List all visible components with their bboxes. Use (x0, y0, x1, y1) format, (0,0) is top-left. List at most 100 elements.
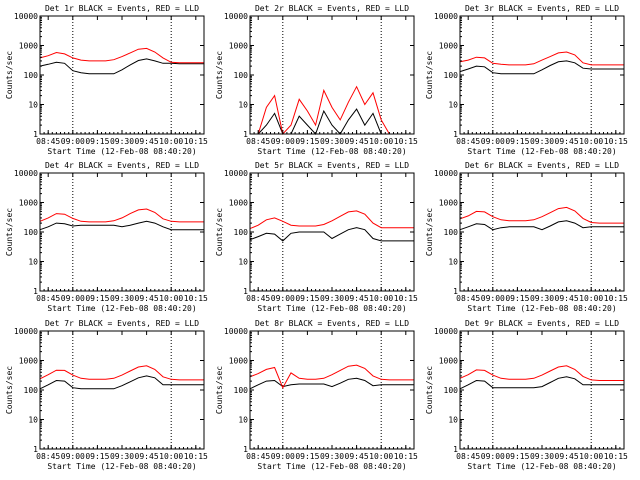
y-tick-label: 10 (238, 101, 248, 110)
series-line-events (459, 376, 624, 390)
series-line-lld (250, 85, 414, 136)
y-tick-label: 1000 (19, 357, 38, 366)
x-tick-label: 08:45 (246, 452, 270, 461)
x-tick-label: 10:00 (369, 137, 393, 146)
x-tick-label: 10:15 (604, 452, 628, 461)
plot-frame (249, 15, 415, 135)
y-tick-label: 1 (33, 130, 38, 139)
x-axis-label: Start Time (12-Feb-08 08:40:20) (47, 147, 196, 156)
x-tick-label: 09:30 (320, 137, 344, 146)
x-axis-label: Start Time (12-Feb-08 08:40:20) (467, 304, 616, 313)
y-tick-label: 100 (24, 228, 39, 237)
y-tick-label: 1000 (229, 357, 248, 366)
series-line-lld (249, 210, 414, 230)
plot-frame (459, 15, 625, 135)
x-tick-label: 09:30 (530, 294, 554, 303)
series-line-events (249, 227, 414, 242)
x-tick-label: 10:15 (184, 294, 208, 303)
y-tick-label: 1000 (19, 199, 38, 208)
x-axis-label: Start Time (12-Feb-08 08:40:20) (257, 462, 406, 471)
y-tick-label: 1 (33, 287, 38, 296)
x-tick-label: 09:15 (295, 452, 319, 461)
x-tick-label: 10:00 (579, 294, 603, 303)
y-axis-label: Counts/sec (425, 208, 434, 256)
x-tick-label: 10:00 (579, 137, 603, 146)
y-tick-label: 10 (448, 416, 458, 425)
y-axis-label: Counts/sec (425, 366, 434, 414)
y-tick-label: 100 (24, 386, 39, 395)
y-tick-label: 100 (24, 71, 39, 80)
y-tick-label: 10000 (434, 327, 458, 336)
x-tick-label: 10:00 (369, 294, 393, 303)
x-tick-label: 10:15 (394, 452, 418, 461)
x-tick-label: 09:15 (85, 137, 109, 146)
x-tick-label: 08:45 (456, 294, 480, 303)
x-tick-label: 09:45 (345, 137, 369, 146)
x-tick-label: 08:45 (36, 294, 60, 303)
x-tick-label: 10:15 (184, 452, 208, 461)
series-line-events (39, 375, 204, 390)
series-line-lld (39, 47, 204, 64)
series-line-events (39, 58, 204, 75)
y-tick-label: 1000 (439, 199, 458, 208)
panel-title: Det 9r BLACK = Events, RED = LLD (465, 319, 619, 328)
x-tick-label: 09:00 (481, 137, 505, 146)
x-tick-label: 10:00 (159, 452, 183, 461)
x-tick-label: 09:30 (530, 137, 554, 146)
x-axis-label: Start Time (12-Feb-08 08:40:20) (467, 147, 616, 156)
x-tick-label: 08:45 (246, 294, 270, 303)
x-tick-label: 09:45 (555, 137, 579, 146)
plot-frame (249, 330, 415, 450)
panel-det-1: Det 1r BLACK = Events, RED = LLD 1 10 100 10… (5, 4, 208, 156)
x-tick-label: 09:15 (295, 294, 319, 303)
panel-title: Det 3r BLACK = Events, RED = LLD (465, 4, 619, 13)
y-tick-label: 10000 (14, 327, 38, 336)
y-tick-label: 10 (238, 416, 248, 425)
y-axis-label: Counts/sec (5, 366, 14, 414)
x-tick-label: 09:15 (85, 294, 109, 303)
x-tick-label: 09:15 (295, 137, 319, 146)
y-tick-label: 1 (243, 445, 248, 454)
plot-frame (39, 330, 205, 450)
x-tick-label: 09:00 (61, 452, 85, 461)
y-axis-label: Counts/sec (5, 51, 14, 99)
x-tick-label: 10:15 (394, 294, 418, 303)
y-tick-label: 1 (453, 287, 458, 296)
y-tick-label: 1 (33, 445, 38, 454)
x-tick-label: 09:45 (555, 294, 579, 303)
x-tick-label: 10:15 (604, 294, 628, 303)
x-tick-label: 09:00 (271, 452, 295, 461)
x-axis-label: Start Time (12-Feb-08 08:40:20) (467, 462, 616, 471)
panel-det-7: Det 7r BLACK = Events, RED = LLD 1 10 100 10… (5, 319, 208, 471)
y-tick-label: 10000 (14, 12, 38, 21)
plot-frame (459, 330, 625, 450)
panel-det-6: Det 6r BLACK = Events, RED = LLD 1 10 100 10… (425, 161, 628, 313)
x-tick-label: 09:45 (135, 294, 159, 303)
y-tick-label: 100 (234, 228, 249, 237)
x-tick-label: 09:15 (505, 137, 529, 146)
x-tick-label: 09:45 (345, 294, 369, 303)
y-axis-label: Counts/sec (215, 208, 224, 256)
x-axis-label: Start Time (12-Feb-08 08:40:20) (257, 147, 406, 156)
panel-title: Det 4r BLACK = Events, RED = LLD (45, 161, 199, 170)
y-tick-label: 10000 (224, 169, 248, 178)
panel-title: Det 1r BLACK = Events, RED = LLD (45, 4, 199, 13)
x-tick-label: 10:00 (159, 137, 183, 146)
plot-frame (39, 172, 205, 292)
y-tick-label: 10000 (14, 169, 38, 178)
x-tick-label: 10:00 (159, 294, 183, 303)
y-tick-label: 10 (448, 258, 458, 267)
y-tick-label: 10000 (434, 169, 458, 178)
x-axis-label: Start Time (12-Feb-08 08:40:20) (257, 304, 406, 313)
y-tick-label: 10000 (434, 12, 458, 21)
panel-title: Det 8r BLACK = Events, RED = LLD (255, 319, 409, 328)
panel-det-3: Det 3r BLACK = Events, RED = LLD 1 10 100 10… (425, 4, 628, 156)
panel-det-2: Det 2r BLACK = Events, RED = LLD 1 10 100 10… (215, 4, 418, 156)
series-line-events (39, 220, 204, 231)
y-axis-label: Counts/sec (215, 51, 224, 99)
series-line-lld (459, 365, 624, 381)
x-tick-label: 09:00 (271, 137, 295, 146)
y-tick-label: 1 (243, 130, 248, 139)
series-line-events (459, 60, 624, 75)
panel-det-5: Det 5r BLACK = Events, RED = LLD 1 10 100 10… (215, 161, 418, 313)
